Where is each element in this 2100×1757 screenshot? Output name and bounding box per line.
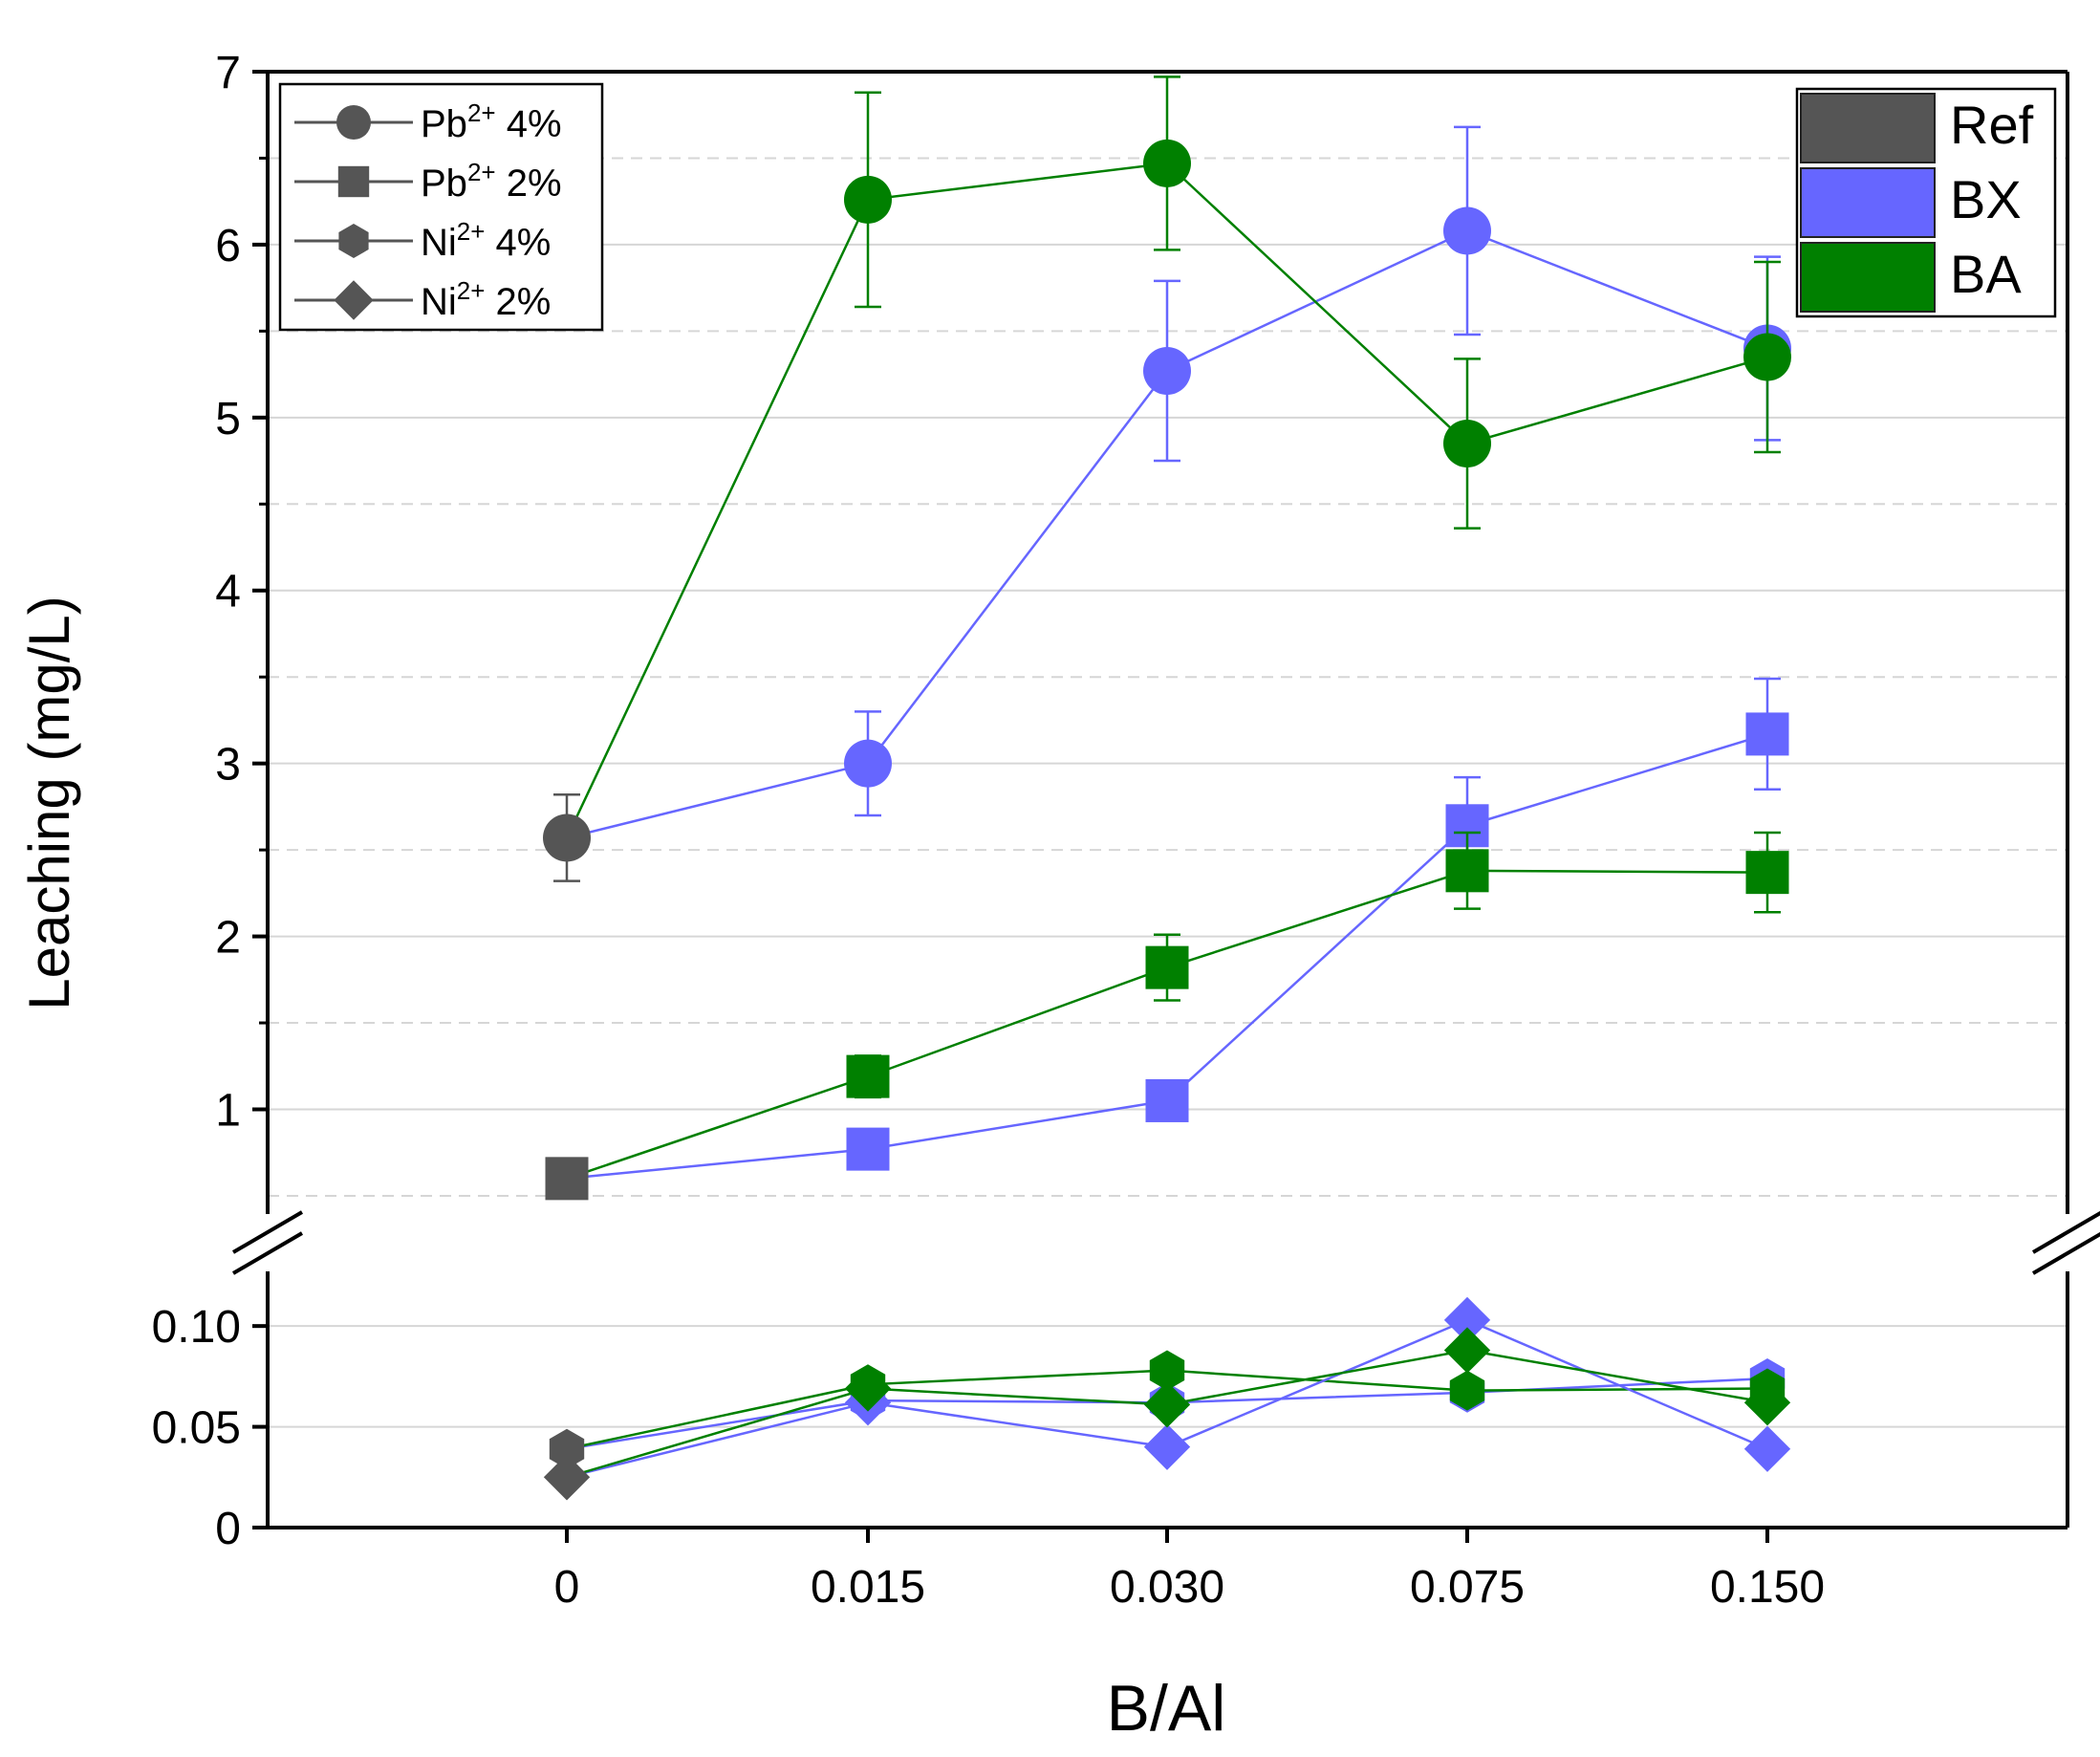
data-point — [1743, 333, 1791, 381]
series-pb2-4-bx — [566, 125, 1791, 839]
legend-ion-label: Ni2+ 2% — [421, 276, 551, 323]
x-tick-label: 0 — [554, 1562, 580, 1613]
y-tick-label: 3 — [215, 740, 241, 791]
data-point — [1743, 1425, 1791, 1472]
legend-ion-entry: Pb2+ 4% — [294, 98, 562, 145]
x-tick-label: 0.075 — [1410, 1562, 1525, 1613]
axis-break-mark — [2031, 1210, 2100, 1254]
legend-series: Ref BX BA — [1795, 87, 2057, 318]
legend-marker — [337, 165, 370, 198]
legend-series-label: BA — [1950, 244, 2022, 304]
series-ni2-2-bx — [566, 1296, 1791, 1479]
y-tick-label: 0.10 — [152, 1302, 241, 1353]
y-tick-label: 5 — [215, 394, 241, 445]
axis-break-mark — [231, 1231, 304, 1275]
axis-break-mark — [231, 1210, 304, 1254]
legend-series-entry: BX — [1800, 167, 2022, 238]
y-tick-label: 6 — [215, 221, 241, 271]
data-point — [1745, 712, 1789, 756]
legend-marker — [334, 280, 374, 320]
data-point — [844, 175, 892, 224]
data-point — [1143, 139, 1191, 187]
data-point — [1443, 1296, 1491, 1343]
data-point — [1143, 1381, 1191, 1428]
y-tick-label: 0.05 — [152, 1403, 241, 1454]
x-tick-label: 0.015 — [811, 1562, 925, 1613]
series-pb2-2-ba — [566, 831, 1789, 1181]
y-tick-label: 0 — [215, 1504, 241, 1554]
legend-ion-label: Pb2+ 2% — [421, 158, 562, 205]
y-axis-label: Leaching (mg/L) — [17, 596, 81, 1010]
reference-point — [549, 1428, 585, 1469]
x-axis-label: B/Al — [1107, 1672, 1226, 1745]
legend-series-entry: Ref — [1800, 93, 2034, 163]
data-point — [844, 739, 892, 788]
legend-series-entry: BA — [1800, 242, 2022, 313]
legend-series-label: BX — [1950, 169, 2022, 229]
data-point — [1743, 1379, 1791, 1426]
legend-marker — [336, 105, 371, 140]
x-tick-label: 0.150 — [1710, 1562, 1825, 1613]
legend-ion-label: Ni2+ 4% — [421, 217, 551, 264]
legend-ion-label: Pb2+ 4% — [421, 98, 562, 145]
data-point — [846, 1054, 890, 1098]
axis-break-mark — [2031, 1231, 2100, 1275]
legend-ions: Pb2+ 4% Pb2+ 2% Ni2+ 4% Ni2+ 2% — [278, 82, 604, 332]
y-tick-label: 2 — [215, 913, 241, 964]
data-point — [844, 1365, 892, 1412]
data-point — [1149, 1350, 1185, 1391]
data-point — [1449, 1370, 1485, 1411]
x-tick-label: 0.030 — [1110, 1562, 1224, 1613]
legend-ions-frame — [278, 82, 604, 332]
reference-point — [545, 1157, 589, 1201]
legend-ion-entry: Ni2+ 2% — [294, 276, 551, 323]
y-tick-label: 7 — [215, 48, 241, 98]
y-tick-label: 1 — [215, 1085, 241, 1136]
reference-point — [543, 1454, 591, 1501]
data-point — [1443, 206, 1491, 255]
data-point — [1445, 849, 1489, 893]
data-point — [1143, 1423, 1191, 1470]
legend-series-label: Ref — [1950, 95, 2034, 155]
data-point — [1745, 851, 1789, 895]
series-pb2-2-bx — [566, 677, 1789, 1181]
series-layer — [565, 76, 1791, 1479]
series-line — [565, 162, 1768, 838]
legend-ion-entry: Pb2+ 2% — [294, 158, 562, 205]
legend-ion-entry: Ni2+ 4% — [294, 217, 551, 264]
y-tick-label: 4 — [215, 567, 241, 618]
legend-marker — [338, 224, 369, 258]
data-point — [1143, 346, 1191, 395]
legend-swatch — [1800, 167, 1936, 238]
reference-layer — [543, 792, 591, 1501]
axes-layer: 1 2 3 4 5 6 7 0 0.05 0.10 0 0.015 0.030 0.075 0.150 — [152, 48, 2100, 1613]
data-point — [1145, 945, 1189, 989]
legend-swatch — [1800, 93, 1936, 163]
data-point — [1443, 419, 1491, 467]
series-pb2-4-ba — [565, 76, 1791, 838]
legend-swatch — [1800, 242, 1936, 313]
series-ni2-2-ba — [566, 1327, 1791, 1479]
data-point — [846, 1127, 890, 1171]
data-point — [1443, 1327, 1491, 1374]
reference-point — [543, 813, 591, 862]
data-point — [1145, 1078, 1189, 1122]
series-line — [566, 869, 1768, 1181]
